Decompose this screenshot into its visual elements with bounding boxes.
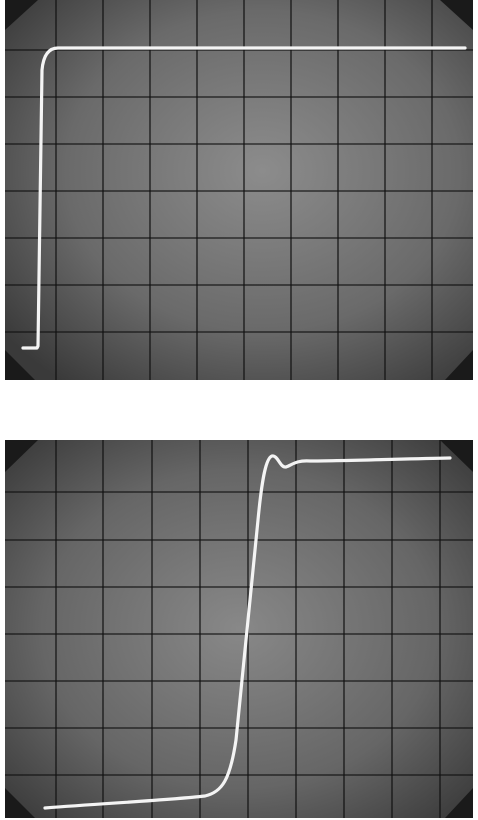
screen	[5, 0, 473, 380]
graticule	[5, 440, 473, 818]
screen	[5, 440, 473, 818]
graticule	[5, 0, 473, 380]
oscillogram-top	[5, 0, 473, 380]
trace	[21, 46, 467, 350]
oscillogram-bottom	[5, 440, 473, 818]
trace	[43, 454, 452, 810]
